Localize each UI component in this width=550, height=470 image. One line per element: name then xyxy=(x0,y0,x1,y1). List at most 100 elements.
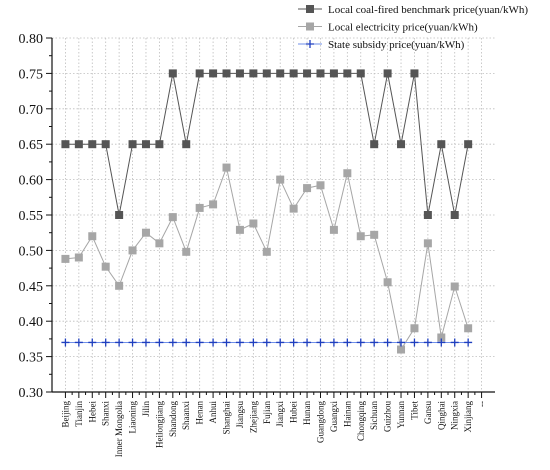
data-point xyxy=(182,247,191,256)
data-point xyxy=(249,69,258,78)
data-point xyxy=(141,140,150,149)
x-tick-label: Hebei xyxy=(87,401,97,423)
x-tick-label: Xinjiang xyxy=(463,401,473,433)
data-point xyxy=(101,338,110,347)
data-point xyxy=(397,338,406,347)
y-tick-label: 0.35 xyxy=(19,351,44,366)
data-point xyxy=(168,338,177,347)
data-point xyxy=(383,69,392,78)
x-tick-label: Hubei xyxy=(289,401,299,423)
series-1 xyxy=(61,69,473,219)
x-tick-label: Hunan xyxy=(302,401,312,425)
data-point xyxy=(303,69,312,78)
data-point xyxy=(316,181,325,190)
x-tick-label: Jilin xyxy=(141,401,151,417)
data-point xyxy=(262,247,271,256)
x-tick-label: Liaoning xyxy=(128,401,138,434)
x-tick-label: Zhejiang xyxy=(248,401,258,433)
data-point xyxy=(437,140,446,149)
y-tick-label: 0.70 xyxy=(19,103,44,118)
legend-label: State subsidy price(yuan/kWh) xyxy=(328,39,465,51)
data-point xyxy=(115,211,124,219)
y-axis-ticks: 0.30 0.35 0.40 0.45 0.50 0.55 0.60 0.65 0.70 0.75… xyxy=(19,32,52,401)
data-point xyxy=(101,262,110,271)
y-tick-label: 0.60 xyxy=(19,174,44,189)
data-point xyxy=(464,338,473,347)
x-tick-label: Heilongjiang xyxy=(154,401,164,448)
x-tick-label: Anhui xyxy=(208,401,218,424)
data-point xyxy=(74,338,83,347)
data-point xyxy=(437,338,446,347)
data-point xyxy=(276,69,285,78)
data-point xyxy=(249,219,258,228)
data-point xyxy=(289,204,298,213)
data-point xyxy=(128,246,137,255)
data-point xyxy=(195,69,204,78)
data-point xyxy=(128,140,137,149)
data-point xyxy=(115,338,124,347)
data-point xyxy=(115,281,124,290)
data-point xyxy=(155,338,164,347)
data-point xyxy=(222,163,231,172)
data-point xyxy=(464,324,473,333)
y-tick-label: 0.65 xyxy=(19,138,44,153)
data-point xyxy=(155,239,164,248)
data-point xyxy=(235,69,244,78)
x-tick-label: Tibet xyxy=(409,401,419,420)
data-point xyxy=(195,338,204,347)
data-point xyxy=(343,169,352,178)
data-point xyxy=(450,282,459,291)
legend-marker xyxy=(306,40,314,48)
data-point xyxy=(128,338,137,347)
data-point xyxy=(329,338,338,347)
data-point xyxy=(437,333,446,342)
data-point xyxy=(182,140,191,149)
data-point xyxy=(343,338,352,347)
data-point xyxy=(356,232,365,241)
x-axis-ticks: Beijing Tianjin Hebei Shanxi Inner Mongolia L… xyxy=(60,392,487,457)
data-point xyxy=(410,338,419,347)
x-tick-label: Yunnan xyxy=(396,401,406,429)
data-point xyxy=(168,69,177,78)
data-point xyxy=(343,69,352,78)
data-point xyxy=(61,338,70,347)
legend-label: Local electricity price(yuan/kWh) xyxy=(328,22,478,34)
data-point xyxy=(397,345,406,354)
y-tick-label: 0.80 xyxy=(19,32,44,47)
legend-marker xyxy=(306,22,314,31)
legend-label: Local coal-fired benchmark price(yuan/kW… xyxy=(328,4,528,16)
data-point xyxy=(464,140,473,149)
y-tick-label: 0.45 xyxy=(19,280,44,295)
data-point xyxy=(141,338,150,347)
data-point xyxy=(410,69,419,78)
data-point xyxy=(101,140,110,149)
data-point xyxy=(168,213,177,222)
data-point xyxy=(397,140,406,149)
data-point xyxy=(235,338,244,347)
data-point xyxy=(423,239,432,248)
y-tick-label: 0.40 xyxy=(19,315,44,330)
data-point xyxy=(383,278,392,287)
legend-item: State subsidy price(yuan/kWh) xyxy=(298,39,465,51)
data-point xyxy=(155,140,164,149)
data-point xyxy=(423,338,432,347)
y-tick-label: 0.30 xyxy=(19,386,44,401)
x-tick-label: Fujian xyxy=(262,401,272,425)
x-tick-label: Jiangxi xyxy=(275,401,285,427)
x-tick-label: Hainan xyxy=(342,401,352,427)
legend: Local coal-fired benchmark price(yuan/kW… xyxy=(298,4,528,51)
data-point xyxy=(370,230,379,239)
data-point xyxy=(209,69,218,78)
x-tick-label: -- xyxy=(477,401,487,407)
data-point xyxy=(423,211,432,219)
data-point xyxy=(303,184,312,193)
data-point xyxy=(88,338,97,347)
data-point xyxy=(370,140,379,149)
grid xyxy=(52,37,495,393)
y-tick-label: 0.55 xyxy=(19,209,44,224)
data-point xyxy=(88,140,97,149)
data-point xyxy=(249,338,258,347)
data-point xyxy=(209,338,218,347)
series-layer xyxy=(61,69,473,354)
